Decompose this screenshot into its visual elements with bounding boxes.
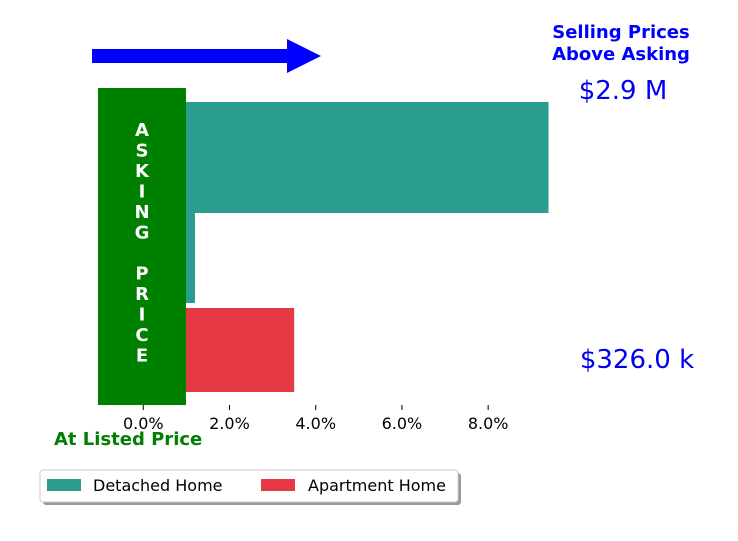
legend-swatch-apartment	[261, 479, 295, 491]
asking-price-letter: R	[135, 284, 149, 305]
x-tick-label: 2.0%	[209, 414, 250, 433]
asking-price-box	[98, 88, 186, 405]
legend: Detached Home Apartment Home	[39, 469, 461, 505]
x-tick-label: 8.0%	[468, 414, 509, 433]
asking-price-letter: N	[134, 202, 149, 223]
detached-price-label: $2.9 M	[579, 76, 668, 106]
legend-label-apartment: Apartment Home	[308, 476, 446, 495]
x-tick-label: 4.0%	[295, 414, 336, 433]
asking-price-letter: S	[136, 141, 149, 162]
x-tick-label: 6.0%	[382, 414, 423, 433]
asking-price-letter: P	[135, 264, 148, 285]
asking-price-letter: I	[139, 182, 146, 203]
asking-price-letter: I	[139, 305, 146, 326]
x-axis: 0.0% 2.0% 4.0% 6.0% 8.0%	[123, 405, 509, 433]
above-asking-arrow-icon	[92, 39, 321, 73]
x-tick-label: 0.0%	[123, 414, 164, 433]
above-asking-heading-line2: Above Asking	[552, 44, 690, 65]
bars-layer	[143, 102, 549, 392]
legend-swatch-detached	[47, 479, 81, 491]
asking-price-letter: E	[136, 346, 148, 367]
asking-price-letter: C	[135, 325, 148, 346]
asking-price-letter: A	[135, 120, 149, 141]
asking-price-letter: K	[135, 161, 150, 182]
legend-label-detached: Detached Home	[93, 476, 223, 495]
apartment-price-label: $326.0 k	[580, 345, 694, 375]
asking-price-letter: G	[135, 223, 150, 244]
above-asking-heading-line1: Selling Prices	[552, 22, 689, 43]
bar-detached-home-0	[143, 102, 549, 213]
at-listed-price-label: At Listed Price	[54, 429, 202, 450]
